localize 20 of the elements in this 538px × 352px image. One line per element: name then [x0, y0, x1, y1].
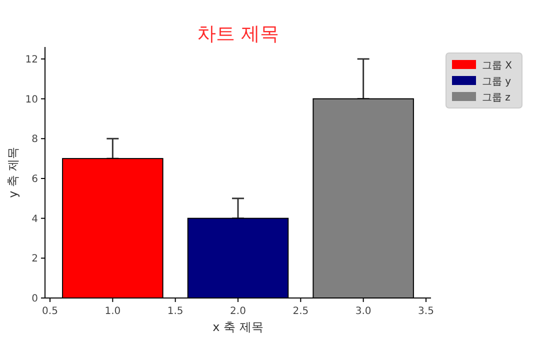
x-tick-label: 3.0 — [355, 306, 372, 317]
x-tick-label: 3.5 — [418, 306, 434, 317]
y-tick-label: 4 — [32, 214, 38, 225]
x-tick-label: 1.0 — [104, 306, 121, 317]
legend-label: 그룹 X — [482, 60, 512, 72]
y-tick-label: 0 — [32, 294, 38, 304]
legend-label: 그룹 z — [482, 92, 510, 104]
x-axis-title: x 축 제목 — [212, 320, 264, 334]
chart-title: 차트 제목 — [196, 23, 280, 45]
legend-label: 그룹 y — [482, 76, 512, 88]
y-axis-title: y 축 제목 — [6, 147, 20, 198]
y-tick-label: 12 — [25, 54, 38, 66]
y-tick-label: 2 — [32, 254, 38, 265]
y-tick-label: 6 — [32, 174, 38, 185]
x-tick-label: 2.0 — [230, 306, 246, 317]
x-tick-label: 0.5 — [42, 306, 58, 317]
x-tick-label: 1.5 — [167, 306, 184, 317]
x-tick-label: 2.5 — [292, 306, 309, 317]
y-tick-label: 8 — [32, 134, 38, 146]
y-tick-label: 10 — [25, 94, 38, 106]
